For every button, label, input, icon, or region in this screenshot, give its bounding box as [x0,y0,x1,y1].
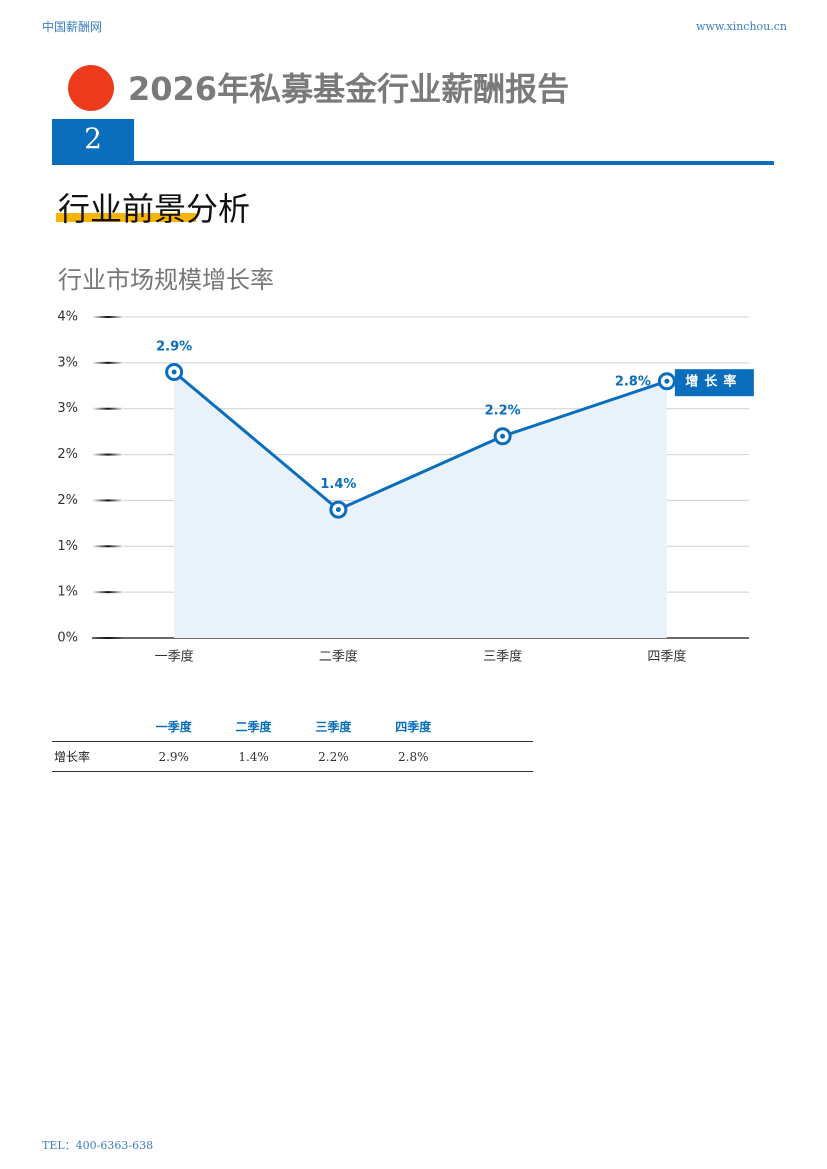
column-header: 三季度 [315,720,352,734]
corner-cell [52,712,134,742]
table-header: 一季度 二季度 三季度 四季度 [52,712,533,742]
tick-mark [92,453,124,456]
data-table: 一季度 二季度 三季度 四季度 增长率 2.9% 1.4% 2.2% 2.8% [52,712,533,772]
line [173,370,668,512]
column-header: 二季度 [235,720,272,734]
y-tick-label: 0% [57,631,78,646]
x-tick-label: 四季度 [647,649,686,665]
row-label: 增长率 [54,750,91,764]
x-tick-label: 一季度 [155,649,194,665]
point-center [171,369,177,375]
section-box [52,119,134,165]
y-tick-label: 3% [57,401,78,416]
y-tick-label: 1% [57,585,78,600]
chart: 0% 1% 1% 2% 2% 3% 3% 4% 一季度 二季度 三季度 四季度 2.9% 1.4% 2.2%… [57,310,754,665]
y-tick-label: 3% [57,355,78,370]
section-rule [134,161,774,165]
column-header: 四季度 [395,720,432,734]
table-cell: 1.4% [238,749,269,764]
site-url: www.xinchou.cn [696,20,787,33]
spacer-cell [453,742,533,772]
tick-mark [92,407,124,410]
footer-tel: TEL：400-6363-638 [42,1139,154,1152]
table-cell: 2.8% [398,749,429,764]
y-tick-label: 2% [57,447,78,462]
chart-title: 行业市场规模增长率 [58,266,274,294]
title-dot [68,65,114,111]
y-tick-label: 4% [57,310,78,325]
legend-box [674,369,754,397]
legend-label: 增长率 [685,374,742,390]
data-label: 2.9% [156,340,192,355]
tick-mark [92,361,124,364]
point-center [500,433,506,439]
tick-mark [92,591,124,594]
table-cell: 2.2% [318,749,349,764]
point-center [335,507,341,513]
section-number: 2 [84,122,102,155]
point-center [664,378,670,384]
x-tick-label: 二季度 [319,649,358,665]
tick-mark [92,316,124,318]
y-tick-label: 2% [57,493,78,508]
spacer-cell [453,712,533,742]
site-name: 中国薪酬网 [42,20,103,34]
x-tick-label: 三季度 [483,649,522,665]
table-row: 增长率 2.9% 1.4% 2.2% 2.8% [52,742,533,772]
data-label: 1.4% [320,477,356,492]
section-title: 行业前景分析 [58,190,251,228]
y-tick-label: 1% [57,539,78,554]
table-cell: 2.9% [158,749,189,764]
data-label: 2.2% [485,404,521,419]
area [174,372,667,638]
title-underline [56,213,196,222]
data-label: 2.8% [615,375,651,390]
tick-mark [92,545,124,548]
report-title: 2026年私募基金行业薪酬报告 [128,70,570,108]
column-header: 一季度 [155,720,192,734]
tick-mark [92,499,124,502]
